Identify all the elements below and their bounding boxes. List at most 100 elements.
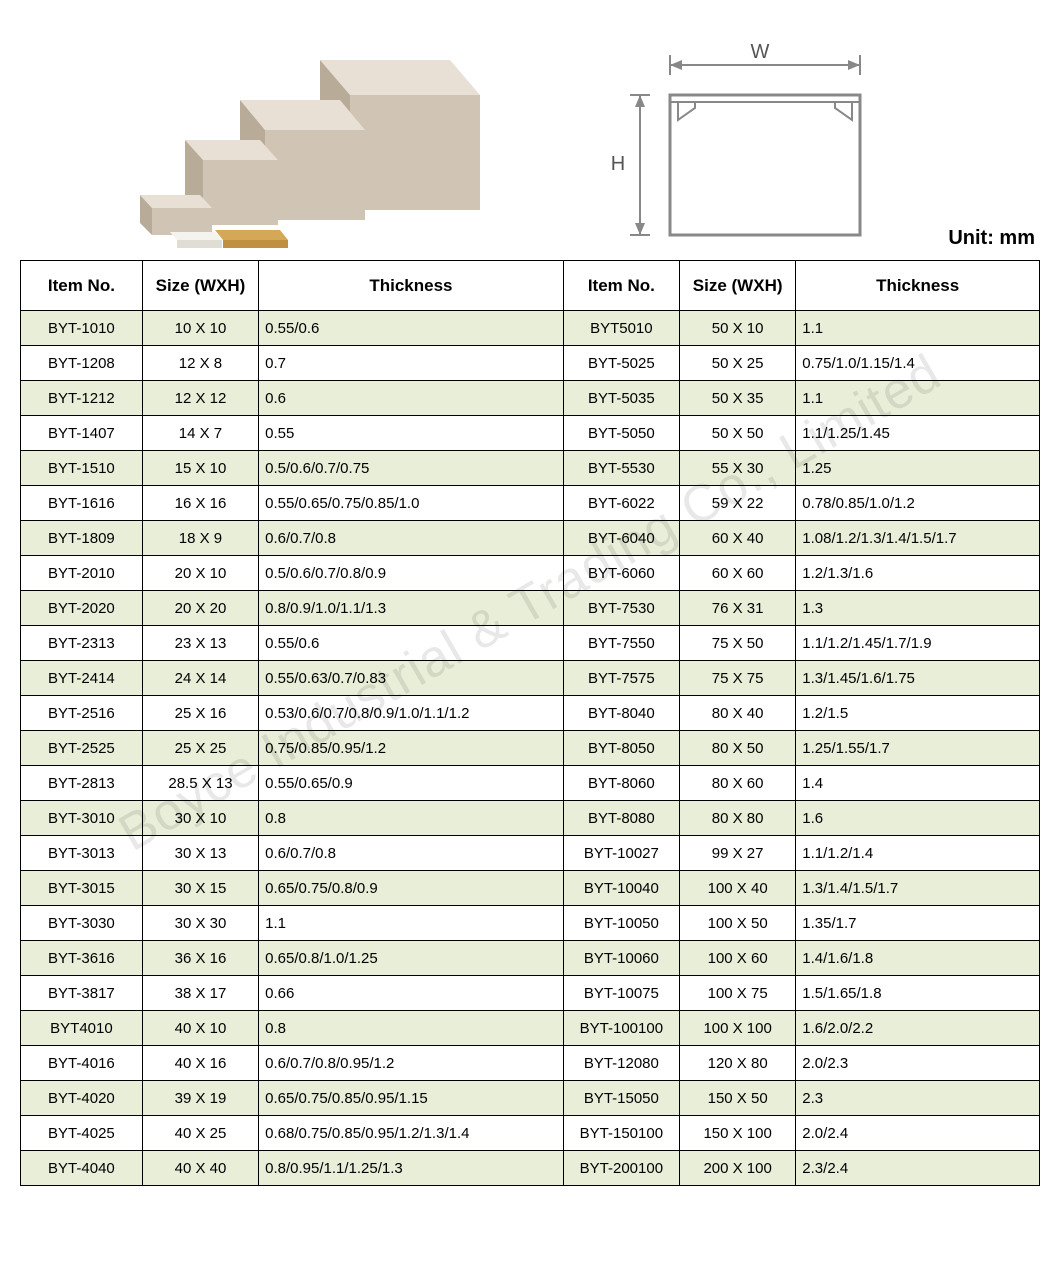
table-row: BYT401040 X 100.8BYT-100100100 X 1001.6/… bbox=[21, 1011, 1040, 1046]
table-cell: 0.55/0.65/0.9 bbox=[259, 766, 564, 801]
table-cell: 100 X 40 bbox=[680, 871, 796, 906]
table-cell: 50 X 50 bbox=[680, 416, 796, 451]
table-cell: 2.3 bbox=[796, 1081, 1040, 1116]
table-cell: 1.6 bbox=[796, 801, 1040, 836]
table-cell: 150 X 50 bbox=[680, 1081, 796, 1116]
table-cell: BYT-3030 bbox=[21, 906, 143, 941]
table-cell: BYT-3013 bbox=[21, 836, 143, 871]
table-cell: 0.75/0.85/0.95/1.2 bbox=[259, 731, 564, 766]
table-cell: BYT-6060 bbox=[563, 556, 679, 591]
table-cell: 0.55/0.6 bbox=[259, 311, 564, 346]
table-cell: BYT-7550 bbox=[563, 626, 679, 661]
table-row: BYT-140714 X 70.55BYT-505050 X 501.1/1.2… bbox=[21, 416, 1040, 451]
table-row: BYT-202020 X 200.8/0.9/1.0/1.1/1.3BYT-75… bbox=[21, 591, 1040, 626]
table-cell: 12 X 8 bbox=[142, 346, 258, 381]
table-cell: 40 X 25 bbox=[142, 1116, 258, 1151]
table-cell: 0.55/0.63/0.7/0.83 bbox=[259, 661, 564, 696]
top-section: W H Unit: mm bbox=[20, 20, 1040, 250]
table-cell: BYT-7530 bbox=[563, 591, 679, 626]
w-label: W bbox=[751, 41, 770, 63]
table-cell: 1.2/1.3/1.6 bbox=[796, 556, 1040, 591]
table-cell: 1.35/1.7 bbox=[796, 906, 1040, 941]
table-cell: 0.65/0.8/1.0/1.25 bbox=[259, 941, 564, 976]
table-cell: 0.55 bbox=[259, 416, 564, 451]
table-cell: 0.55/0.65/0.75/0.85/1.0 bbox=[259, 486, 564, 521]
table-body: BYT-101010 X 100.55/0.6BYT501050 X 101.1… bbox=[21, 311, 1040, 1186]
table-cell: BYT-6022 bbox=[563, 486, 679, 521]
table-cell: 0.5/0.6/0.7/0.75 bbox=[259, 451, 564, 486]
table-cell: 25 X 25 bbox=[142, 731, 258, 766]
table-cell: 80 X 80 bbox=[680, 801, 796, 836]
table-cell: 1.1/1.2/1.4 bbox=[796, 836, 1040, 871]
table-cell: 50 X 35 bbox=[680, 381, 796, 416]
product-render bbox=[100, 40, 480, 250]
header-size-2: Size (WXH) bbox=[680, 261, 796, 311]
table-cell: 0.75/1.0/1.15/1.4 bbox=[796, 346, 1040, 381]
table-cell: BYT-8080 bbox=[563, 801, 679, 836]
table-row: BYT-201020 X 100.5/0.6/0.7/0.8/0.9BYT-60… bbox=[21, 556, 1040, 591]
table-cell: 76 X 31 bbox=[680, 591, 796, 626]
table-cell: 0.65/0.75/0.85/0.95/1.15 bbox=[259, 1081, 564, 1116]
table-cell: BYT-3015 bbox=[21, 871, 143, 906]
table-cell: BYT-1212 bbox=[21, 381, 143, 416]
table-cell: 2.0/2.4 bbox=[796, 1116, 1040, 1151]
table-cell: 1.5/1.65/1.8 bbox=[796, 976, 1040, 1011]
table-cell: 14 X 7 bbox=[142, 416, 258, 451]
table-cell: BYT-10040 bbox=[563, 871, 679, 906]
table-row: BYT-402540 X 250.68/0.75/0.85/0.95/1.2/1… bbox=[21, 1116, 1040, 1151]
table-row: BYT-301530 X 150.65/0.75/0.8/0.9BYT-1004… bbox=[21, 871, 1040, 906]
table-cell: 0.8 bbox=[259, 801, 564, 836]
table-cell: 2.3/2.4 bbox=[796, 1151, 1040, 1186]
table-row: BYT-101010 X 100.55/0.6BYT501050 X 101.1 bbox=[21, 311, 1040, 346]
header-thick-1: Thickness bbox=[259, 261, 564, 311]
table-cell: 1.6/2.0/2.2 bbox=[796, 1011, 1040, 1046]
table-cell: BYT-1010 bbox=[21, 311, 143, 346]
table-row: BYT-231323 X 130.55/0.6BYT-755075 X 501.… bbox=[21, 626, 1040, 661]
table-row: BYT-121212 X 120.6BYT-503550 X 351.1 bbox=[21, 381, 1040, 416]
table-cell: 1.1/1.25/1.45 bbox=[796, 416, 1040, 451]
table-cell: BYT-10075 bbox=[563, 976, 679, 1011]
table-row: BYT-381738 X 170.66BYT-10075100 X 751.5/… bbox=[21, 976, 1040, 1011]
table-row: BYT-180918 X 90.6/0.7/0.8BYT-604060 X 40… bbox=[21, 521, 1040, 556]
header-thick-2: Thickness bbox=[796, 261, 1040, 311]
table-cell: BYT-100100 bbox=[563, 1011, 679, 1046]
table-cell: 1.1 bbox=[796, 381, 1040, 416]
table-cell: BYT-3616 bbox=[21, 941, 143, 976]
table-cell: 1.2/1.5 bbox=[796, 696, 1040, 731]
table-row: BYT-241424 X 140.55/0.63/0.7/0.83BYT-757… bbox=[21, 661, 1040, 696]
table-cell: 39 X 19 bbox=[142, 1081, 258, 1116]
table-cell: 150 X 100 bbox=[680, 1116, 796, 1151]
table-cell: BYT-5050 bbox=[563, 416, 679, 451]
table-cell: 30 X 10 bbox=[142, 801, 258, 836]
table-cell: 0.6/0.7/0.8/0.95/1.2 bbox=[259, 1046, 564, 1081]
table-cell: BYT-8040 bbox=[563, 696, 679, 731]
table-cell: 30 X 15 bbox=[142, 871, 258, 906]
header-item-2: Item No. bbox=[563, 261, 679, 311]
table-cell: 80 X 60 bbox=[680, 766, 796, 801]
table-cell: 1.3/1.45/1.6/1.75 bbox=[796, 661, 1040, 696]
table-cell: BYT-2313 bbox=[21, 626, 143, 661]
table-cell: 0.8/0.9/1.0/1.1/1.3 bbox=[259, 591, 564, 626]
table-cell: 100 X 75 bbox=[680, 976, 796, 1011]
table-cell: 1.4 bbox=[796, 766, 1040, 801]
table-row: BYT-281328.5 X 130.55/0.65/0.9BYT-806080… bbox=[21, 766, 1040, 801]
table-cell: 1.3/1.4/1.5/1.7 bbox=[796, 871, 1040, 906]
table-cell: 100 X 60 bbox=[680, 941, 796, 976]
table-cell: BYT-2516 bbox=[21, 696, 143, 731]
table-cell: BYT-2414 bbox=[21, 661, 143, 696]
cross-section-diagram: W H bbox=[600, 40, 900, 250]
table-cell: 16 X 16 bbox=[142, 486, 258, 521]
table-cell: 55 X 30 bbox=[680, 451, 796, 486]
table-cell: 0.8/0.95/1.1/1.25/1.3 bbox=[259, 1151, 564, 1186]
table-row: BYT-303030 X 301.1BYT-10050100 X 501.35/… bbox=[21, 906, 1040, 941]
header-item-1: Item No. bbox=[21, 261, 143, 311]
table-cell: 30 X 30 bbox=[142, 906, 258, 941]
table-cell: BYT-15050 bbox=[563, 1081, 679, 1116]
table-cell: BYT-4016 bbox=[21, 1046, 143, 1081]
table-cell: 50 X 25 bbox=[680, 346, 796, 381]
table-cell: 75 X 50 bbox=[680, 626, 796, 661]
table-cell: 2.0/2.3 bbox=[796, 1046, 1040, 1081]
table-cell: BYT-150100 bbox=[563, 1116, 679, 1151]
table-cell: 0.65/0.75/0.8/0.9 bbox=[259, 871, 564, 906]
table-cell: BYT-10050 bbox=[563, 906, 679, 941]
